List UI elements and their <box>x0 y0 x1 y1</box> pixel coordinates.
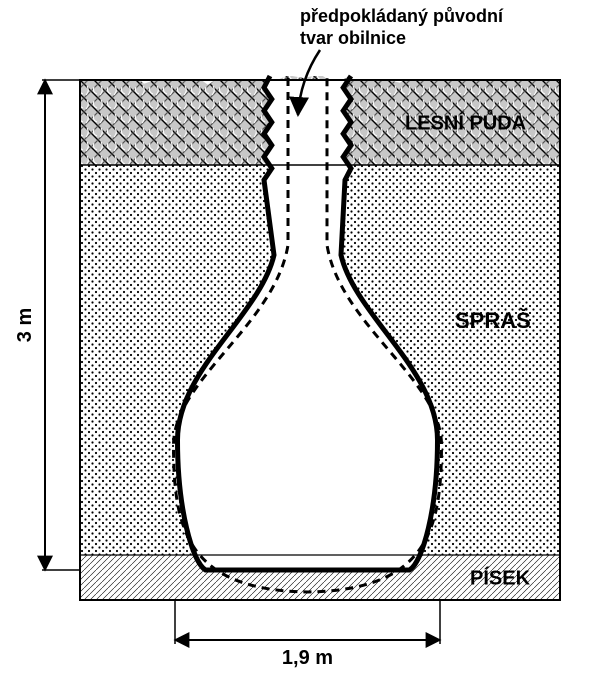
layer-loess <box>80 165 560 555</box>
diagram-svg: předpokládaný původní tvar obilnice LESN… <box>0 0 600 680</box>
caption-arrow <box>298 50 320 115</box>
dimension-width-label: 1,9 m <box>282 647 333 669</box>
label-sand: PÍSEK <box>470 567 531 590</box>
caption-line2: tvar obilnice <box>300 28 406 48</box>
dimension-height: 3 m <box>14 80 80 570</box>
label-loess: SPRAŠ <box>455 308 531 333</box>
caption-line1: předpokládaný původní <box>300 6 504 26</box>
dimension-width: 1,9 m <box>175 600 440 669</box>
label-soil: LESNÍ PŮDA <box>405 109 526 135</box>
diagram-container: předpokládaný původní tvar obilnice LESN… <box>0 0 600 680</box>
dimension-height-label: 3 m <box>14 308 36 342</box>
